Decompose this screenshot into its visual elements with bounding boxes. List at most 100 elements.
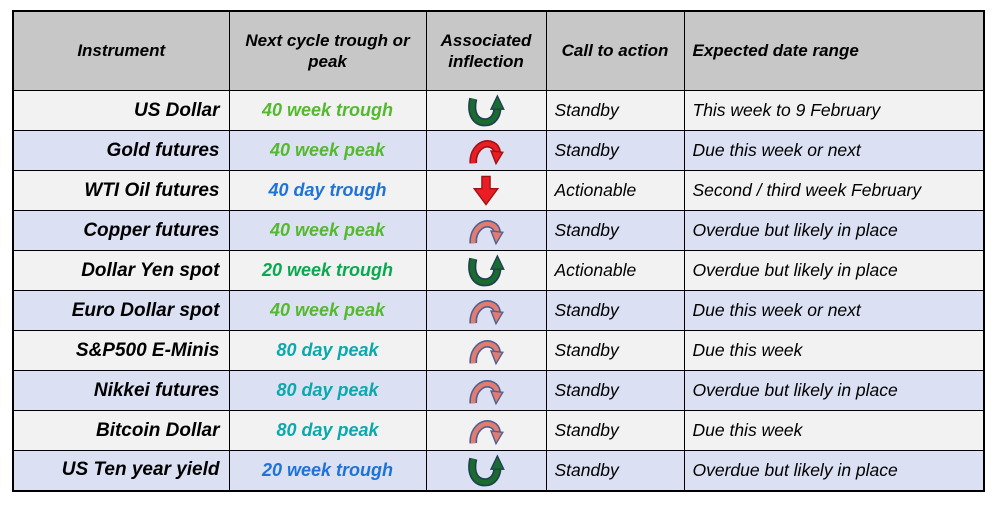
date-range-cell: Overdue but likely in place [683,450,985,491]
cycle-cell: 20 week trough [228,450,427,491]
instrument-cell: US Ten year yield [12,450,230,491]
header-next-cycle: Next cycle trough or peak [228,10,427,91]
inflection-cell [425,170,547,211]
instrument-cell: S&P500 E-Minis [12,330,230,371]
cycle-label: 40 week peak [269,220,386,240]
instrument-label: S&P500 E-Minis [75,339,220,361]
call-to-action-label: Actionable [554,260,637,280]
call-to-action-cell: Actionable [545,250,685,291]
arch-arrow-icon [466,300,506,326]
date-range-cell: Due this week or next [683,130,985,171]
date-range-label: Overdue but likely in place [692,260,898,280]
arch-arrow-icon [466,380,506,406]
instrument-label: Bitcoin Dollar [95,419,220,441]
inflection-cell [425,250,547,291]
date-range-cell: Due this week [683,330,985,371]
call-to-action-cell: Standby [545,450,685,491]
cycle-label: 80 day peak [276,420,379,440]
table-header: Instrument Next cycle trough or peak Ass… [12,10,985,91]
header-instrument: Instrument [12,10,230,91]
call-to-action-label: Standby [554,420,619,440]
call-to-action-label: Standby [554,340,619,360]
call-to-action-label: Standby [554,140,619,160]
arch-arrow-icon [466,220,506,246]
call-to-action-cell: Standby [545,410,685,451]
header-associated-inflection: Associated inflection [425,10,547,91]
date-range-label: Due this week or next [692,140,861,160]
header-call-to-action: Call to action [545,10,685,91]
instrument-label: WTI Oil futures [84,179,220,201]
instrument-cell: Gold futures [12,130,230,171]
instrument-label: Gold futures [106,139,220,161]
curved-up-arrow-icon [466,454,506,487]
call-to-action-label: Standby [554,459,619,480]
arch-arrow-icon [466,340,506,366]
date-range-label: Second / third week February [692,180,922,200]
table-row: WTI Oil futures 40 day trough Actionable… [12,170,985,211]
instrument-cell: Copper futures [12,210,230,251]
inflection-cell [425,90,547,131]
call-to-action-cell: Actionable [545,170,685,211]
arch-arrow-icon [466,140,506,166]
cycle-cell: 40 week peak [228,290,427,331]
table-body: US Dollar 40 week trough Standby This we… [12,90,985,491]
instrument-cell: WTI Oil futures [12,170,230,211]
cycle-cell: 80 day peak [228,330,427,371]
cycle-label: 40 day trough [268,180,387,200]
inflection-cell [425,130,547,171]
call-to-action-cell: Standby [545,130,685,171]
cycle-cell: 40 week trough [228,90,427,131]
table-row: S&P500 E-Minis 80 day peak Standby Due t… [12,330,985,371]
cycle-cell: 40 week peak [228,210,427,251]
call-to-action-cell: Standby [545,370,685,411]
date-range-cell: Overdue but likely in place [683,210,985,251]
curved-up-arrow-icon [466,254,506,287]
table-row: US Dollar 40 week trough Standby This we… [12,90,985,131]
date-range-label: Due this week [692,420,803,440]
table-row: Euro Dollar spot 40 week peak Standby Du… [12,290,985,331]
date-range-cell: Overdue but likely in place [683,370,985,411]
call-to-action-label: Standby [554,220,619,240]
instrument-label: Nikkei futures [93,379,220,401]
call-to-action-cell: Standby [545,210,685,251]
date-range-label: This week to 9 February [692,100,881,120]
call-to-action-label: Actionable [554,180,637,200]
arch-arrow-icon [466,420,506,446]
date-range-label: Due this week or next [692,300,861,320]
inflection-cell [425,210,547,251]
date-range-cell: Due this week [683,410,985,451]
table-row: Copper futures 40 week peak Standby Over… [12,210,985,251]
cycle-label: 80 day peak [276,380,379,400]
inflection-cell [425,410,547,451]
inflection-cell [425,330,547,371]
cycle-cell: 80 day peak [228,370,427,411]
inflection-cell [425,290,547,331]
instrument-label: Copper futures [83,219,220,241]
instrument-cell: Euro Dollar spot [12,290,230,331]
cycle-label: 40 week peak [269,300,386,320]
cycle-cell: 20 week trough [228,250,427,291]
instrument-cell: US Dollar [12,90,230,131]
table-row: Bitcoin Dollar 80 day peak Standby Due t… [12,410,985,451]
cycle-label: 20 week trough [261,260,394,280]
cycle-cell: 80 day peak [228,410,427,451]
call-to-action-cell: Standby [545,90,685,131]
call-to-action-label: Standby [554,100,619,120]
call-to-action-label: Standby [554,380,619,400]
cycle-label: 20 week trough [261,459,394,480]
cycle-label: 40 week trough [261,100,394,120]
instrument-cell: Nikkei futures [12,370,230,411]
down-arrow-icon [466,175,506,206]
cycle-label: 80 day peak [276,340,379,360]
table-row: Dollar Yen spot 20 week trough Actionabl… [12,250,985,291]
table-row: US Ten year yield 20 week trough Standby… [12,450,985,491]
curved-up-arrow-icon [466,94,506,127]
call-to-action-label: Standby [554,300,619,320]
cycle-cell: 40 week peak [228,130,427,171]
cycle-label: 40 week peak [269,140,386,160]
date-range-cell: This week to 9 February [683,90,985,131]
inflection-cell [425,370,547,411]
header-expected-date-range: Expected date range [683,10,985,91]
instrument-cell: Bitcoin Dollar [12,410,230,451]
